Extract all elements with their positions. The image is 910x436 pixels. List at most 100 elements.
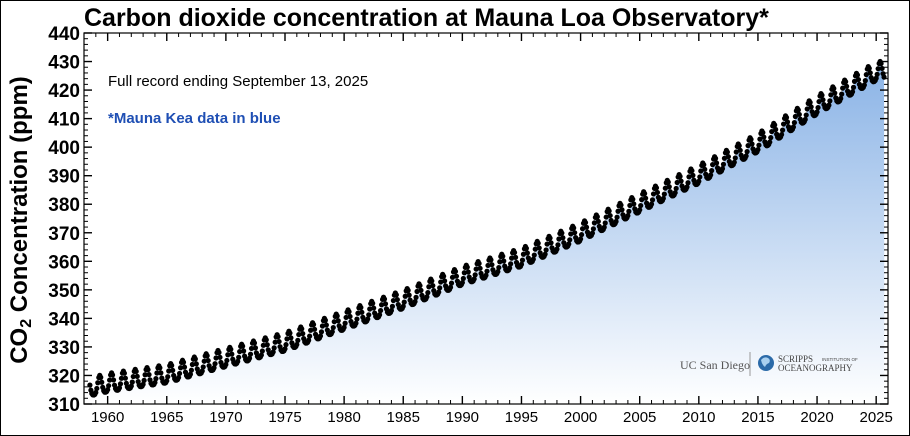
co2-data-point [129,379,135,385]
co2-data-point [306,337,312,343]
co2-data-point [378,302,385,308]
co2-data-point [488,257,494,263]
x-tick-label: 1990 [446,409,479,426]
co2-data-point [272,339,278,345]
co2-data-point [180,359,187,365]
co2-data-point [240,343,246,349]
co2-data-point [630,196,636,202]
co2-data-point [760,129,766,136]
co2-data-point [319,323,326,329]
co2-data-point [618,202,624,208]
co2-data-point [476,260,482,267]
co2-data-point [193,361,199,367]
co2-data-point [393,292,399,298]
co2-data-point [157,365,163,371]
co2-data-point [497,259,503,265]
co2-data-point [169,362,175,369]
co2-data-point [448,280,455,286]
co2-data-point [142,372,148,378]
co2-data-point [673,185,679,192]
co2-data-point [578,232,585,238]
co2-data-point [133,368,139,375]
co2-data-point [508,261,514,267]
co2-data-point [430,283,436,289]
y-tick-label: 410 [48,110,80,131]
co2-data-point [405,287,411,293]
co2-data-point [284,336,290,342]
co2-data-point [582,219,589,226]
co2-data-point [449,274,456,280]
co2-data-point [429,278,435,284]
co2-data-point [192,356,198,362]
co2-data-point [773,126,779,133]
co2-data-point [166,368,172,374]
co2-data-point [95,380,101,386]
co2-data-point [772,122,778,128]
co2-data-point [401,299,407,305]
co2-data-point [511,249,518,256]
co2-data-point [684,184,690,190]
co2-data-point [698,168,704,174]
co2-data-point [414,288,420,295]
y-tick-label: 320 [48,366,80,387]
co2-data-point [296,331,302,338]
co2-data-point [275,334,281,340]
co2-data-point [358,304,364,311]
co2-data-point [559,230,565,236]
co2-data-point [217,354,223,360]
co2-data-point [627,202,633,209]
co2-data-point [697,174,703,180]
co2-data-point [271,345,277,351]
co2-data-point [523,245,530,251]
co2-data-point [532,246,538,252]
co2-data-point [287,330,293,336]
co2-data-point [536,245,542,251]
co2-data-point [334,313,340,319]
co2-data-point [756,142,762,148]
x-tick-label: 1975 [268,409,301,426]
co2-data-point [93,389,99,396]
co2-data-point [791,119,798,126]
co2-data-point [792,113,798,120]
co2-data-point [601,224,607,230]
co2-data-point [376,312,383,318]
co2-data-point [417,283,423,289]
co2-data-point [307,333,313,339]
mauna-kea-note: *Mauna Kea data in blue [108,110,281,127]
co2-data-point [248,345,255,352]
co2-data-point [154,370,160,376]
co2-data-point [300,331,306,337]
co2-data-point [855,76,862,83]
co2-data-point [709,168,715,174]
co2-data-point [838,95,844,102]
co2-data-point [712,155,719,161]
co2-data-point [648,201,655,207]
co2-data-point [453,273,460,279]
co2-data-point [828,92,834,98]
x-tick-label: 2000 [564,409,597,426]
area-fill [89,62,885,404]
co2-data-point [130,373,136,380]
co2-data-point [107,377,113,383]
y-tick-label: 340 [48,309,80,330]
co2-data-point [213,355,219,361]
co2-data-point [662,185,668,191]
chart-subtitle: Full record ending September 13, 2025 [108,73,368,90]
co2-data-point [583,224,590,230]
co2-data-point [442,278,448,284]
co2-data-point [874,71,880,77]
co2-data-point [826,102,832,108]
co2-data-point [827,98,833,104]
co2-data-point [803,112,809,118]
co2-data-point [477,265,483,271]
co2-data-point [661,191,667,197]
co2-data-point [594,214,600,220]
co2-data-point [606,208,612,214]
co2-data-point [263,337,269,343]
co2-data-point [105,387,111,393]
co2-data-point [737,147,743,153]
co2-data-point [689,168,695,174]
co2-data-point [701,162,707,168]
co2-data-point [512,254,519,260]
